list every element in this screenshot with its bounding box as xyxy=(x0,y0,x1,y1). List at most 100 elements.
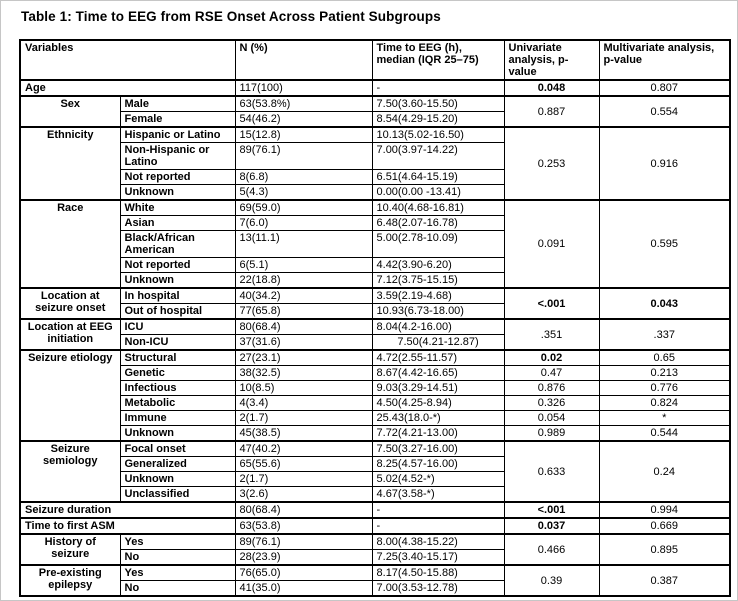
row-label: Asian xyxy=(119,215,236,231)
pvalue-multi-cell: 0.776 xyxy=(598,380,731,396)
group-label-history-of-seizure: History of seizure xyxy=(19,533,121,566)
row-label: White xyxy=(119,199,236,216)
pvalue-uni-cell: <.001 xyxy=(503,501,600,519)
n-cell: 28(23.9) xyxy=(234,549,373,566)
pvalue-uni-cell: 0.048 xyxy=(503,79,600,97)
n-cell: 13(11.1) xyxy=(234,230,373,258)
time-cell: 8.04(4.2-16.00) xyxy=(371,318,505,335)
patient-subgroups-table: Variables N (%) Time to EEG (h), median … xyxy=(19,39,732,597)
time-cell: 8.00(4.38-15.22) xyxy=(371,533,505,550)
row-label: ICU xyxy=(119,318,236,335)
row-label: Hispanic or Latino xyxy=(119,126,236,143)
n-cell: 63(53.8%) xyxy=(234,95,373,112)
row-etiology-metabolic: Metabolic 4(3.4) 4.50(4.25-8.94) 0.326 0… xyxy=(20,395,731,411)
pvalue-multi-cell: 0.554 xyxy=(598,95,731,128)
pvalue-multi-cell: 0.807 xyxy=(598,79,731,97)
row-label: Male xyxy=(119,95,236,112)
row-label: Non-Hispanic or Latino xyxy=(119,142,236,170)
row-label: Seizure duration xyxy=(19,501,236,519)
row-label: Generalized xyxy=(119,456,236,472)
row-label: Non-ICU xyxy=(119,334,236,351)
row-preexisting-yes: Pre-existing epilepsy Yes 76(65.0) 8.17(… xyxy=(19,564,731,597)
pvalue-multi-cell: 0.824 xyxy=(598,395,731,411)
pvalue-uni-cell: 0.466 xyxy=(503,533,600,566)
pvalue-multi-cell: 0.213 xyxy=(598,365,731,381)
pvalue-multi-cell: 0.544 xyxy=(598,425,731,442)
n-cell: 40(34.2) xyxy=(234,287,373,304)
time-cell: 5.00(2.78-10.09) xyxy=(371,230,505,258)
n-cell: 15(12.8) xyxy=(234,126,373,143)
row-label: Not reported xyxy=(119,257,236,273)
n-cell: 10(8.5) xyxy=(234,380,373,396)
row-label: No xyxy=(119,580,236,597)
n-cell: 8(6.8) xyxy=(234,169,373,185)
n-cell: 3(2.6) xyxy=(234,486,373,503)
group-label-seizure-semiology: Seizure semiology xyxy=(19,440,121,503)
row-race-unknown: Unknown 22(18.8) 7.12(3.75-15.15) xyxy=(20,272,730,289)
row-semiology-generalized: Generalized 65(55.6) 8.25(4.57-16.00) xyxy=(20,456,730,472)
row-sex-female: Female 54(46.2) 8.54(4.29-15.20) xyxy=(20,111,730,128)
row-label: Immune xyxy=(119,410,236,426)
row-label: Unknown xyxy=(119,425,236,442)
time-cell: 7.12(3.75-15.15) xyxy=(371,272,505,289)
time-cell: 0.00(0.00 -13.41) xyxy=(371,184,505,201)
row-loceeg-nonicu: Non-ICU 37(31.6) 7.50(4.21-12.87) xyxy=(20,334,730,351)
n-cell: 45(38.5) xyxy=(234,425,373,442)
group-label-preexisting-epilepsy: Pre-existing epilepsy xyxy=(19,564,121,597)
n-cell: 2(1.7) xyxy=(234,471,373,487)
row-race-asian: Asian 7(6.0) 6.48(2.07-16.78) xyxy=(20,215,730,231)
row-label: Genetic xyxy=(119,365,236,381)
pvalue-uni-cell: 0.876 xyxy=(503,380,600,396)
row-history-no: No 28(23.9) 7.25(3.40-15.17) xyxy=(20,549,730,566)
time-cell: - xyxy=(371,501,505,519)
time-cell: 6.51(4.64-15.19) xyxy=(371,169,505,185)
n-cell: 22(18.8) xyxy=(234,272,373,289)
row-semiology-unclassified: Unclassified 3(2.6) 4.67(3.58-*) xyxy=(20,486,730,503)
time-cell: 3.59(2.19-4.68) xyxy=(371,287,505,304)
time-cell: 4.50(4.25-8.94) xyxy=(371,395,505,411)
row-race-notreported: Not reported 6(5.1) 4.42(3.90-6.20) xyxy=(20,257,730,273)
time-cell: 8.54(4.29-15.20) xyxy=(371,111,505,128)
group-label-location-eeg-initiation: Location at EEG initiation xyxy=(19,318,121,351)
row-ethnicity-notreported: Not reported 8(6.8) 6.51(4.64-15.19) xyxy=(20,169,730,185)
time-cell: 7.50(3.27-16.00) xyxy=(371,440,505,457)
row-label: Yes xyxy=(119,533,236,550)
pvalue-multi-cell: 0.387 xyxy=(598,564,731,597)
col-header-variables: Variables xyxy=(19,39,236,81)
n-cell: 37(31.6) xyxy=(234,334,373,351)
time-cell: - xyxy=(371,517,505,535)
col-header-time-to-eeg: Time to EEG (h), median (IQR 25–75) xyxy=(371,39,505,81)
row-label: In hospital xyxy=(119,287,236,304)
row-loconset-out: Out of hospital 77(65.8) 10.93(6.73-18.0… xyxy=(20,303,730,320)
n-cell: 6(5.1) xyxy=(234,257,373,273)
pvalue-uni-cell: 0.633 xyxy=(503,440,600,503)
row-label: Age xyxy=(19,79,236,97)
pvalue-uni-cell: 0.253 xyxy=(503,126,600,201)
pvalue-uni-cell: 0.39 xyxy=(503,564,600,597)
row-label: Yes xyxy=(119,564,236,581)
row-label: Unknown xyxy=(119,184,236,201)
time-cell: 4.72(2.55-11.57) xyxy=(371,349,505,366)
row-race-white: Race White 69(59.0) 10.40(4.68-16.81) 0.… xyxy=(19,199,731,289)
n-cell: 27(23.1) xyxy=(234,349,373,366)
time-cell: 4.67(3.58-*) xyxy=(371,486,505,503)
row-label: No xyxy=(119,549,236,566)
time-cell: 5.02(4.52-*) xyxy=(371,471,505,487)
row-etiology-immune: Immune 2(1.7) 25.43(18.0-*) 0.054 * xyxy=(20,410,731,426)
pvalue-uni-cell: 0.326 xyxy=(503,395,600,411)
pvalue-multi-cell: * xyxy=(598,410,731,426)
time-cell: 7.00(3.97-14.22) xyxy=(371,142,505,170)
pvalue-uni-cell: 0.887 xyxy=(503,95,600,128)
group-label-ethnicity: Ethnicity xyxy=(19,126,121,201)
group-label-sex: Sex xyxy=(19,95,121,128)
row-label: Infectious xyxy=(119,380,236,396)
row-sex-male: Sex Male 63(53.8%) 7.50(3.60-15.50) 0.88… xyxy=(19,95,731,128)
time-cell: 7.25(3.40-15.17) xyxy=(371,549,505,566)
row-ethnicity-hispanic: Ethnicity Hispanic or Latino 15(12.8) 10… xyxy=(19,126,731,201)
group-label-location-seizure-onset: Location at seizure onset xyxy=(19,287,121,320)
pvalue-multi-cell: 0.669 xyxy=(598,517,731,535)
n-cell: 69(59.0) xyxy=(234,199,373,216)
row-label: Unknown xyxy=(119,272,236,289)
n-cell: 76(65.0) xyxy=(234,564,373,581)
